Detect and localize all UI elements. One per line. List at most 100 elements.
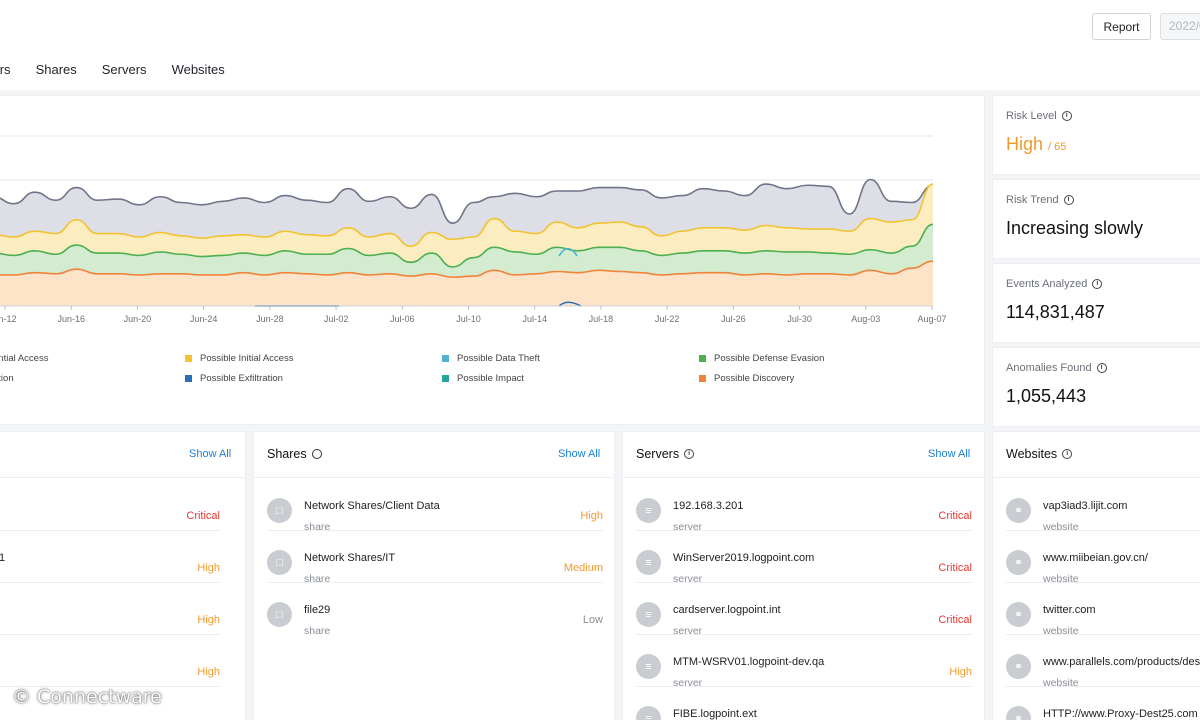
website-name: vap3iad3.lijit.com bbox=[1043, 500, 1128, 512]
severity-badge: Critical bbox=[186, 510, 220, 522]
list-item[interactable]: High bbox=[0, 583, 220, 635]
anomalies-found-card: Anomalies Found i 1,055,443 bbox=[992, 347, 1200, 427]
servers-panel: Servers i Show All ≡ 192.168.3.201 server… bbox=[622, 431, 985, 720]
x-tick-label: Jul-22 bbox=[655, 314, 680, 324]
risk-trend-label-row: Risk Trend i bbox=[1006, 194, 1074, 206]
info-icon[interactable]: i bbox=[1063, 195, 1074, 205]
legend-item-data-theft[interactable]: Possible Data Theft bbox=[442, 353, 540, 364]
events-analyzed-value: 114,831,487 bbox=[1006, 302, 1105, 322]
risk-level-value: High bbox=[1006, 134, 1044, 154]
tab-shares[interactable]: Shares bbox=[35, 62, 77, 77]
list-item[interactable]: ⚭ www.miibeian.gov.cn/ website bbox=[1006, 531, 1200, 585]
severity-badge: Critical bbox=[938, 614, 972, 626]
list-item[interactable]: ≡ FIBE.logpoint.ext bbox=[636, 687, 972, 720]
websites-panel: Websites i ⚭ vap3iad3.lijit.com website ⚭… bbox=[992, 431, 1200, 720]
list-item[interactable]: ⚭ www.parallels.com/products/des website bbox=[1006, 635, 1200, 689]
list-item[interactable]: □ Network Shares/Client Data share High bbox=[267, 479, 603, 533]
server-icon: ≡ bbox=[636, 498, 661, 523]
websites-panel-header: Websites i bbox=[993, 432, 1200, 478]
list-item[interactable]: □ Network Shares/IT share Medium bbox=[267, 531, 603, 585]
server-icon: ≡ bbox=[636, 550, 661, 575]
info-icon[interactable]: i bbox=[1092, 279, 1103, 289]
website-type: website bbox=[1043, 677, 1079, 689]
link-icon: ⚭ bbox=[1006, 498, 1031, 523]
anomalies-found-value: 1,055,443 bbox=[1006, 386, 1087, 406]
x-tick-label: Jul-06 bbox=[390, 314, 415, 324]
x-tick-label: Jul-10 bbox=[456, 314, 481, 324]
severity-badge: High bbox=[197, 666, 220, 678]
list-item[interactable]: ⚭ HTTP://www.Proxy-Dest25.com bbox=[1006, 687, 1200, 720]
list-item[interactable]: Critical bbox=[0, 479, 220, 531]
events-analyzed-label: Events Analyzed bbox=[1006, 278, 1088, 290]
users-panel: Show All Critical 1 High High High bbox=[0, 431, 246, 720]
list-item[interactable]: ≡ cardserver.logpoint.int server Critica… bbox=[636, 583, 972, 637]
x-tick-label: Jun-28 bbox=[256, 314, 284, 324]
shares-panel: Shares Show All □ Network Shares/Client … bbox=[253, 431, 615, 720]
watermark: © Connectware bbox=[12, 686, 162, 708]
severity-badge: Medium bbox=[563, 562, 603, 574]
risk-level-card: Risk Level i High / 65 bbox=[992, 95, 1200, 175]
website-type: website bbox=[1043, 625, 1079, 637]
list-item[interactable]: ⚭ vap3iad3.lijit.com website bbox=[1006, 479, 1200, 533]
servers-title: Servers bbox=[636, 447, 680, 461]
severity-badge: Critical bbox=[938, 510, 972, 522]
websites-title-row: Websites i bbox=[1006, 447, 1073, 461]
info-icon[interactable]: i bbox=[1061, 111, 1072, 121]
file-icon: □ bbox=[267, 602, 292, 627]
anomalies-found-label: Anomalies Found bbox=[1006, 362, 1092, 374]
list-item[interactable]: ≡ 192.168.3.201 server Critical bbox=[636, 479, 972, 533]
chart-line-series-0 bbox=[0, 260, 934, 279]
server-type: server bbox=[673, 521, 703, 533]
legend-item-execution[interactable]: ution bbox=[0, 373, 14, 384]
users-show-all-link[interactable]: Show All bbox=[189, 448, 232, 460]
list-item[interactable]: ≡ MTM-WSRV01.logpoint-dev.qa server High bbox=[636, 635, 972, 689]
user-name: 1 bbox=[0, 552, 6, 564]
legend-item-initial-access[interactable]: Possible Initial Access bbox=[185, 353, 293, 364]
legend-label: Possible Discovery bbox=[714, 373, 795, 384]
chart-area-series-0[interactable] bbox=[0, 261, 933, 306]
info-icon[interactable]: i bbox=[1062, 449, 1073, 459]
date-range-field[interactable]: 2022/0 bbox=[1160, 13, 1200, 40]
server-type: server bbox=[673, 625, 703, 637]
info-icon[interactable]: i bbox=[684, 449, 695, 459]
server-icon: ≡ bbox=[636, 654, 661, 679]
list-item[interactable]: High bbox=[0, 635, 220, 687]
link-icon: ⚭ bbox=[1006, 706, 1031, 720]
severity-badge: High bbox=[197, 614, 220, 626]
x-tick-label: Aug-07 bbox=[917, 314, 946, 324]
website-name: twitter.com bbox=[1043, 604, 1096, 616]
risk-trend-value: Increasing slowly bbox=[1006, 218, 1144, 238]
legend-item-impact[interactable]: Possible Impact bbox=[442, 373, 524, 384]
x-tick-label: Jul-14 bbox=[522, 314, 547, 324]
legend-item-credential-access[interactable]: ential Access bbox=[0, 353, 48, 364]
shares-show-all-link[interactable]: Show All bbox=[558, 448, 601, 460]
server-type: server bbox=[673, 677, 703, 689]
list-item[interactable]: ⚭ twitter.com website bbox=[1006, 583, 1200, 637]
server-type: server bbox=[673, 573, 703, 585]
anomalies-label-row: Anomalies Found i bbox=[1006, 362, 1107, 374]
tab-websites[interactable]: Websites bbox=[171, 62, 225, 77]
severity-badge: High bbox=[580, 510, 603, 522]
list-item[interactable]: □ file29 share Low bbox=[267, 583, 603, 637]
legend-item-discovery[interactable]: Possible Discovery bbox=[699, 373, 794, 384]
share-type: share bbox=[304, 625, 331, 637]
tab-servers[interactable]: Servers bbox=[101, 62, 147, 77]
list-item[interactable]: 1 High bbox=[0, 531, 220, 583]
info-icon[interactable]: i bbox=[1096, 363, 1107, 373]
share-name: Network Shares/IT bbox=[304, 552, 396, 564]
tab-users[interactable]: sers bbox=[0, 62, 11, 77]
server-name: FIBE.logpoint.ext bbox=[673, 708, 757, 720]
legend-item-exfiltration[interactable]: Possible Exfiltration bbox=[185, 373, 283, 384]
list-item[interactable]: ≡ WinServer2019.logpoint.com server Crit… bbox=[636, 531, 972, 585]
risk-trend-card: Risk Trend i Increasing slowly bbox=[992, 179, 1200, 259]
legend-item-defense-evasion[interactable]: Possible Defense Evasion bbox=[699, 353, 824, 364]
servers-show-all-link[interactable]: Show All bbox=[928, 448, 971, 460]
chart-legend: ential Access Possible Initial Access Po… bbox=[0, 96, 986, 426]
risk-level-value-row: High / 65 bbox=[1006, 134, 1066, 155]
info-icon[interactable] bbox=[311, 449, 322, 459]
report-button[interactable]: Report bbox=[1092, 13, 1151, 40]
website-type: website bbox=[1043, 573, 1079, 585]
x-tick-label: Jun-24 bbox=[190, 314, 218, 324]
legend-swatch bbox=[442, 375, 449, 382]
servers-panel-header: Servers i Show All bbox=[623, 432, 984, 478]
